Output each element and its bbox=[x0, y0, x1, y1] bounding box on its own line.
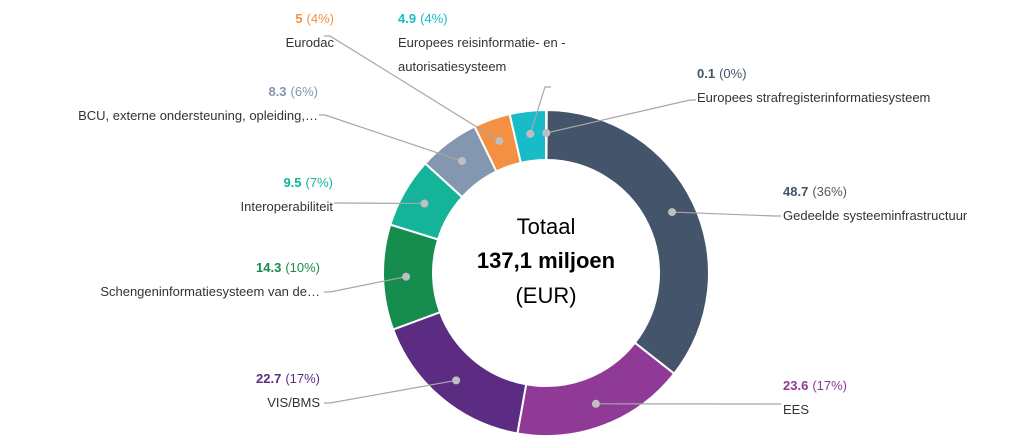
category-line: Interoperabiliteit bbox=[241, 199, 334, 214]
value: 22.7 bbox=[256, 371, 281, 386]
category-label: VIS/BMS bbox=[267, 395, 320, 410]
value-label: 14.3 (10%) bbox=[256, 260, 320, 275]
category-label: BCU, externe ondersteuning, opleiding,… bbox=[78, 108, 318, 123]
value-label: 8.3 (6%) bbox=[268, 84, 318, 99]
leader-dot bbox=[591, 399, 600, 408]
center-total: 137,1 miljoen bbox=[477, 248, 615, 273]
leader-dot bbox=[495, 136, 504, 145]
leader-dot bbox=[526, 129, 535, 138]
category-line: Europees reisinformatie- en - bbox=[398, 35, 566, 50]
percent: (36%) bbox=[812, 184, 847, 199]
value-label: 48.7 (36%) bbox=[783, 184, 847, 199]
percent: (17%) bbox=[285, 371, 320, 386]
value-label: 0.1 (0%) bbox=[697, 66, 747, 81]
value: 4.9 bbox=[398, 11, 416, 26]
leader-line bbox=[334, 202, 425, 205]
category-label: Interoperabiliteit bbox=[241, 199, 334, 214]
leader-dot bbox=[457, 157, 466, 166]
leader-line bbox=[324, 379, 457, 404]
category-line: Gedeelde systeeminfrastructuur bbox=[783, 208, 968, 223]
donut-segment bbox=[382, 223, 442, 331]
value-label: 23.6 (17%) bbox=[783, 378, 847, 393]
category-label: Gedeelde systeeminfrastructuur bbox=[783, 208, 968, 223]
category-line: autorisatiesysteem bbox=[398, 59, 506, 74]
value: 5 bbox=[295, 11, 302, 26]
percent: (7%) bbox=[306, 175, 333, 190]
category-label: Europees strafregisterinformatiesysteem bbox=[697, 90, 930, 105]
value-label: 22.7 (17%) bbox=[256, 371, 320, 386]
leader-line bbox=[319, 114, 463, 162]
category-label: EES bbox=[783, 402, 809, 417]
leader-line bbox=[529, 86, 551, 135]
donut-segment bbox=[545, 108, 710, 376]
donut-segment bbox=[391, 310, 528, 435]
percent: (6%) bbox=[291, 84, 318, 99]
donut-segment bbox=[516, 341, 676, 436]
leader-line bbox=[672, 211, 781, 217]
leader-dot bbox=[402, 272, 411, 281]
leader-line bbox=[546, 99, 696, 134]
category-label: Eurodac bbox=[286, 35, 335, 50]
percent: (10%) bbox=[285, 260, 320, 275]
center-unit: (EUR) bbox=[515, 283, 576, 308]
category-line: Schengeninformatiesysteem van de… bbox=[100, 284, 320, 299]
percent: (4%) bbox=[420, 11, 447, 26]
leaders bbox=[319, 35, 781, 408]
value: 0.1 bbox=[697, 66, 715, 81]
value: 8.3 bbox=[268, 84, 286, 99]
value-label: 4.9 (4%) bbox=[398, 11, 448, 26]
value: 9.5 bbox=[283, 175, 301, 190]
percent: (4%) bbox=[307, 11, 334, 26]
category-line: VIS/BMS bbox=[267, 395, 320, 410]
leader-dot bbox=[542, 129, 551, 138]
category-line: Eurodac bbox=[286, 35, 335, 50]
category-line: EES bbox=[783, 402, 809, 417]
leader-dot bbox=[452, 376, 461, 385]
category-line: BCU, externe ondersteuning, opleiding,… bbox=[78, 108, 318, 123]
segments bbox=[382, 108, 710, 436]
value-label: 9.5 (7%) bbox=[283, 175, 333, 190]
percent: (17%) bbox=[812, 378, 847, 393]
value: 14.3 bbox=[256, 260, 281, 275]
category-label: Europees reisinformatie- en - autorisatie… bbox=[398, 35, 566, 74]
value-label: 5 (4%) bbox=[295, 11, 334, 26]
percent: (0%) bbox=[719, 66, 746, 81]
category-line: Europees strafregisterinformatiesysteem bbox=[697, 90, 930, 105]
leader-dot bbox=[420, 199, 429, 208]
center-label: Totaal bbox=[517, 214, 576, 239]
leader-dot bbox=[668, 208, 677, 217]
category-label: Schengeninformatiesysteem van de… bbox=[100, 284, 320, 299]
leader-line bbox=[324, 276, 407, 293]
value: 23.6 bbox=[783, 378, 808, 393]
leader-line bbox=[324, 35, 500, 142]
value: 48.7 bbox=[783, 184, 808, 199]
